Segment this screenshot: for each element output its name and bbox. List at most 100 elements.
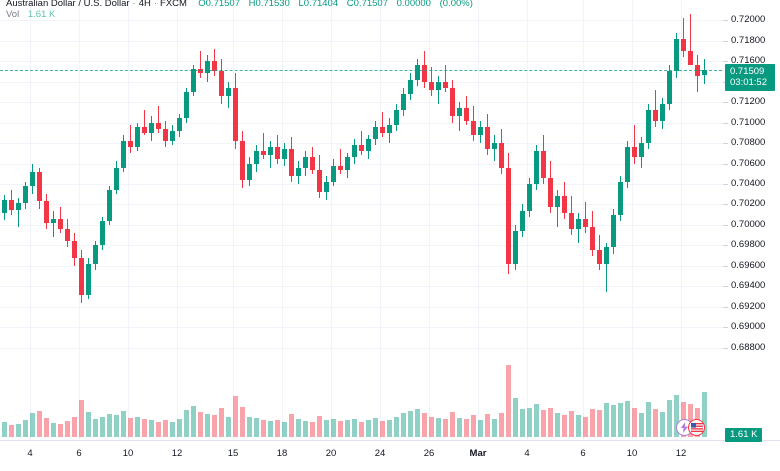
price-axis-tick: 0.69000 <box>723 322 780 332</box>
volume-bar <box>569 410 574 437</box>
candle-body <box>499 143 504 168</box>
volume-bar <box>590 408 595 437</box>
candle-wick <box>683 18 684 58</box>
volume-bar <box>142 419 147 437</box>
candle-body <box>450 87 455 117</box>
volume-bar <box>450 411 455 437</box>
candle-body <box>303 157 308 168</box>
candle-wick <box>634 124 635 164</box>
volume-bar <box>72 417 77 437</box>
volume-bar <box>93 418 98 437</box>
volume-bar <box>506 365 511 437</box>
volume-bar <box>310 422 315 437</box>
volume-bar <box>44 417 49 437</box>
candle-body <box>457 108 462 117</box>
candle-wick <box>445 65 446 92</box>
price-axis-tick: 0.69800 <box>723 240 780 250</box>
candle-body <box>674 38 679 72</box>
candle-wick <box>690 14 691 60</box>
chart-plot-area[interactable] <box>0 0 722 440</box>
volume-bar <box>366 419 371 437</box>
candle-body <box>100 220 105 246</box>
horizontal-gridline <box>0 122 722 124</box>
candle-wick <box>263 132 264 160</box>
candle-wick <box>18 198 19 227</box>
volume-bar <box>548 407 553 437</box>
candle-body <box>2 200 7 213</box>
price-scale-axis[interactable]: 0.720000.718000.716000.714000.712000.710… <box>722 0 780 442</box>
candle-wick <box>655 89 656 127</box>
candlestick-series-layer <box>2 14 707 303</box>
time-axis-tick: 4 <box>27 448 33 459</box>
volume-bar <box>555 413 560 437</box>
volume-bar <box>226 417 231 437</box>
candle-body <box>702 70 707 76</box>
price-axis-tick: 0.70400 <box>723 179 780 189</box>
candle-body <box>576 218 581 230</box>
us-flag-event-icon[interactable] <box>688 419 705 436</box>
candle-body <box>261 151 266 156</box>
time-axis-tick: 26 <box>423 448 435 459</box>
volume-bar <box>345 420 350 437</box>
price-axis-tick: 0.68800 <box>723 342 780 353</box>
volume-bar <box>317 415 322 437</box>
candle-body <box>366 138 371 152</box>
candle-wick <box>130 124 131 154</box>
candle-body <box>30 171 35 187</box>
price-axis-tick: 0.70800 <box>723 138 780 148</box>
candle-body <box>555 196 560 207</box>
candle-body <box>492 143 497 150</box>
volume-bar <box>401 412 406 437</box>
time-axis-tick: 6 <box>76 448 82 459</box>
volume-bar <box>2 421 7 437</box>
candle-body <box>65 229 70 242</box>
candle-body <box>604 247 609 264</box>
volume-bar <box>457 417 462 437</box>
candle-body <box>51 218 56 223</box>
candle-wick <box>340 149 341 174</box>
volume-bar <box>702 392 707 437</box>
price-axis-tick: 0.71800 <box>723 35 780 46</box>
candle-body <box>506 167 511 264</box>
current-price-dashed-line <box>0 70 722 72</box>
vertical-gridline <box>527 0 528 440</box>
candle-body <box>548 177 553 207</box>
volume-bar <box>373 417 378 437</box>
time-axis-tick: 10 <box>626 448 638 459</box>
price-axis-tick: 0.69400 <box>723 281 780 291</box>
current-price-line-layer <box>0 70 722 72</box>
candle-body <box>226 87 231 96</box>
candle-body <box>205 61 210 74</box>
volume-bar <box>247 416 252 437</box>
volume-bar <box>289 414 294 437</box>
candle-wick <box>557 190 558 227</box>
time-axis-tick: 15 <box>227 448 239 459</box>
volume-bar <box>604 402 609 437</box>
candle-body <box>646 110 651 144</box>
candle-wick <box>585 202 586 234</box>
candle-body <box>16 203 21 210</box>
candle-body <box>527 184 532 211</box>
volume-bar <box>583 416 588 437</box>
volume-bar <box>100 416 105 437</box>
volume-bar <box>499 412 504 437</box>
time-axis-tick: 24 <box>374 448 386 459</box>
candle-body <box>562 196 567 213</box>
vertical-gridline <box>681 0 682 440</box>
volume-bar <box>58 424 63 437</box>
candle-body <box>9 200 14 210</box>
candle-body <box>317 169 322 193</box>
candle-body <box>583 218 588 227</box>
candle-wick <box>158 106 159 133</box>
candle-body <box>331 165 336 182</box>
candle-body <box>44 201 49 223</box>
volume-bar <box>107 414 112 437</box>
volume-bar <box>254 418 259 437</box>
candle-wick <box>382 112 383 137</box>
time-scale-axis[interactable]: 4 6 10 12 15 18 20 24 26 Mar 4 6 10 12 <box>0 440 780 471</box>
candle-wick <box>361 130 362 156</box>
volume-bar <box>352 419 357 437</box>
volume-bar <box>422 413 427 437</box>
candle-body <box>296 167 301 176</box>
candle-body <box>653 110 658 121</box>
